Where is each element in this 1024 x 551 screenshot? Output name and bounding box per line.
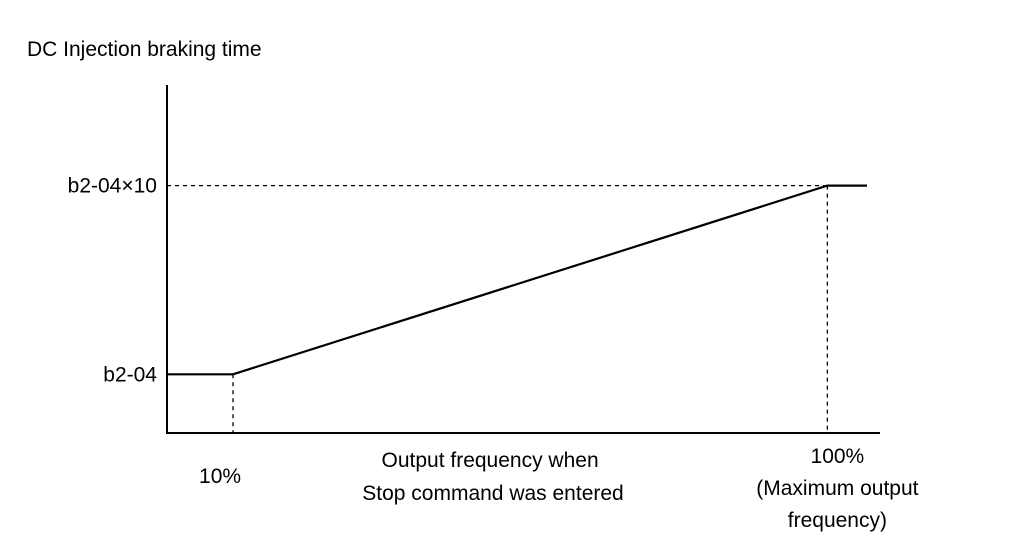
y-tick-label-0: b2-04 — [103, 363, 157, 386]
x-tick-label-1-line-2: frequency) — [788, 509, 887, 532]
x-tick-label-1-line-0: 100% — [811, 445, 865, 468]
chart-title: DC Injection braking time — [27, 38, 262, 61]
x-tick-label-0: 10% — [199, 465, 241, 488]
series-line — [167, 184, 867, 376]
y-tick-labels: b2-04 b2-04×10 — [68, 175, 158, 387]
x-tick-labels: 10% 100% (Maximum output frequency) — [199, 445, 919, 532]
x-tick-label-0-line-0: 10% — [199, 465, 241, 488]
x-tick-label-1-line-1: (Maximum output — [756, 477, 918, 500]
x-axis-label-line-1: Output frequency when — [382, 449, 599, 472]
series-layer — [167, 184, 867, 376]
x-axis-label-line-2: Stop command was entered — [362, 482, 623, 505]
guide-lines — [167, 184, 829, 433]
x-tick-label-1: 100% (Maximum output frequency) — [756, 445, 918, 532]
x-axis-label: Output frequency when Stop command was e… — [362, 449, 623, 505]
y-tick-label-1: b2-04×10 — [68, 175, 157, 198]
